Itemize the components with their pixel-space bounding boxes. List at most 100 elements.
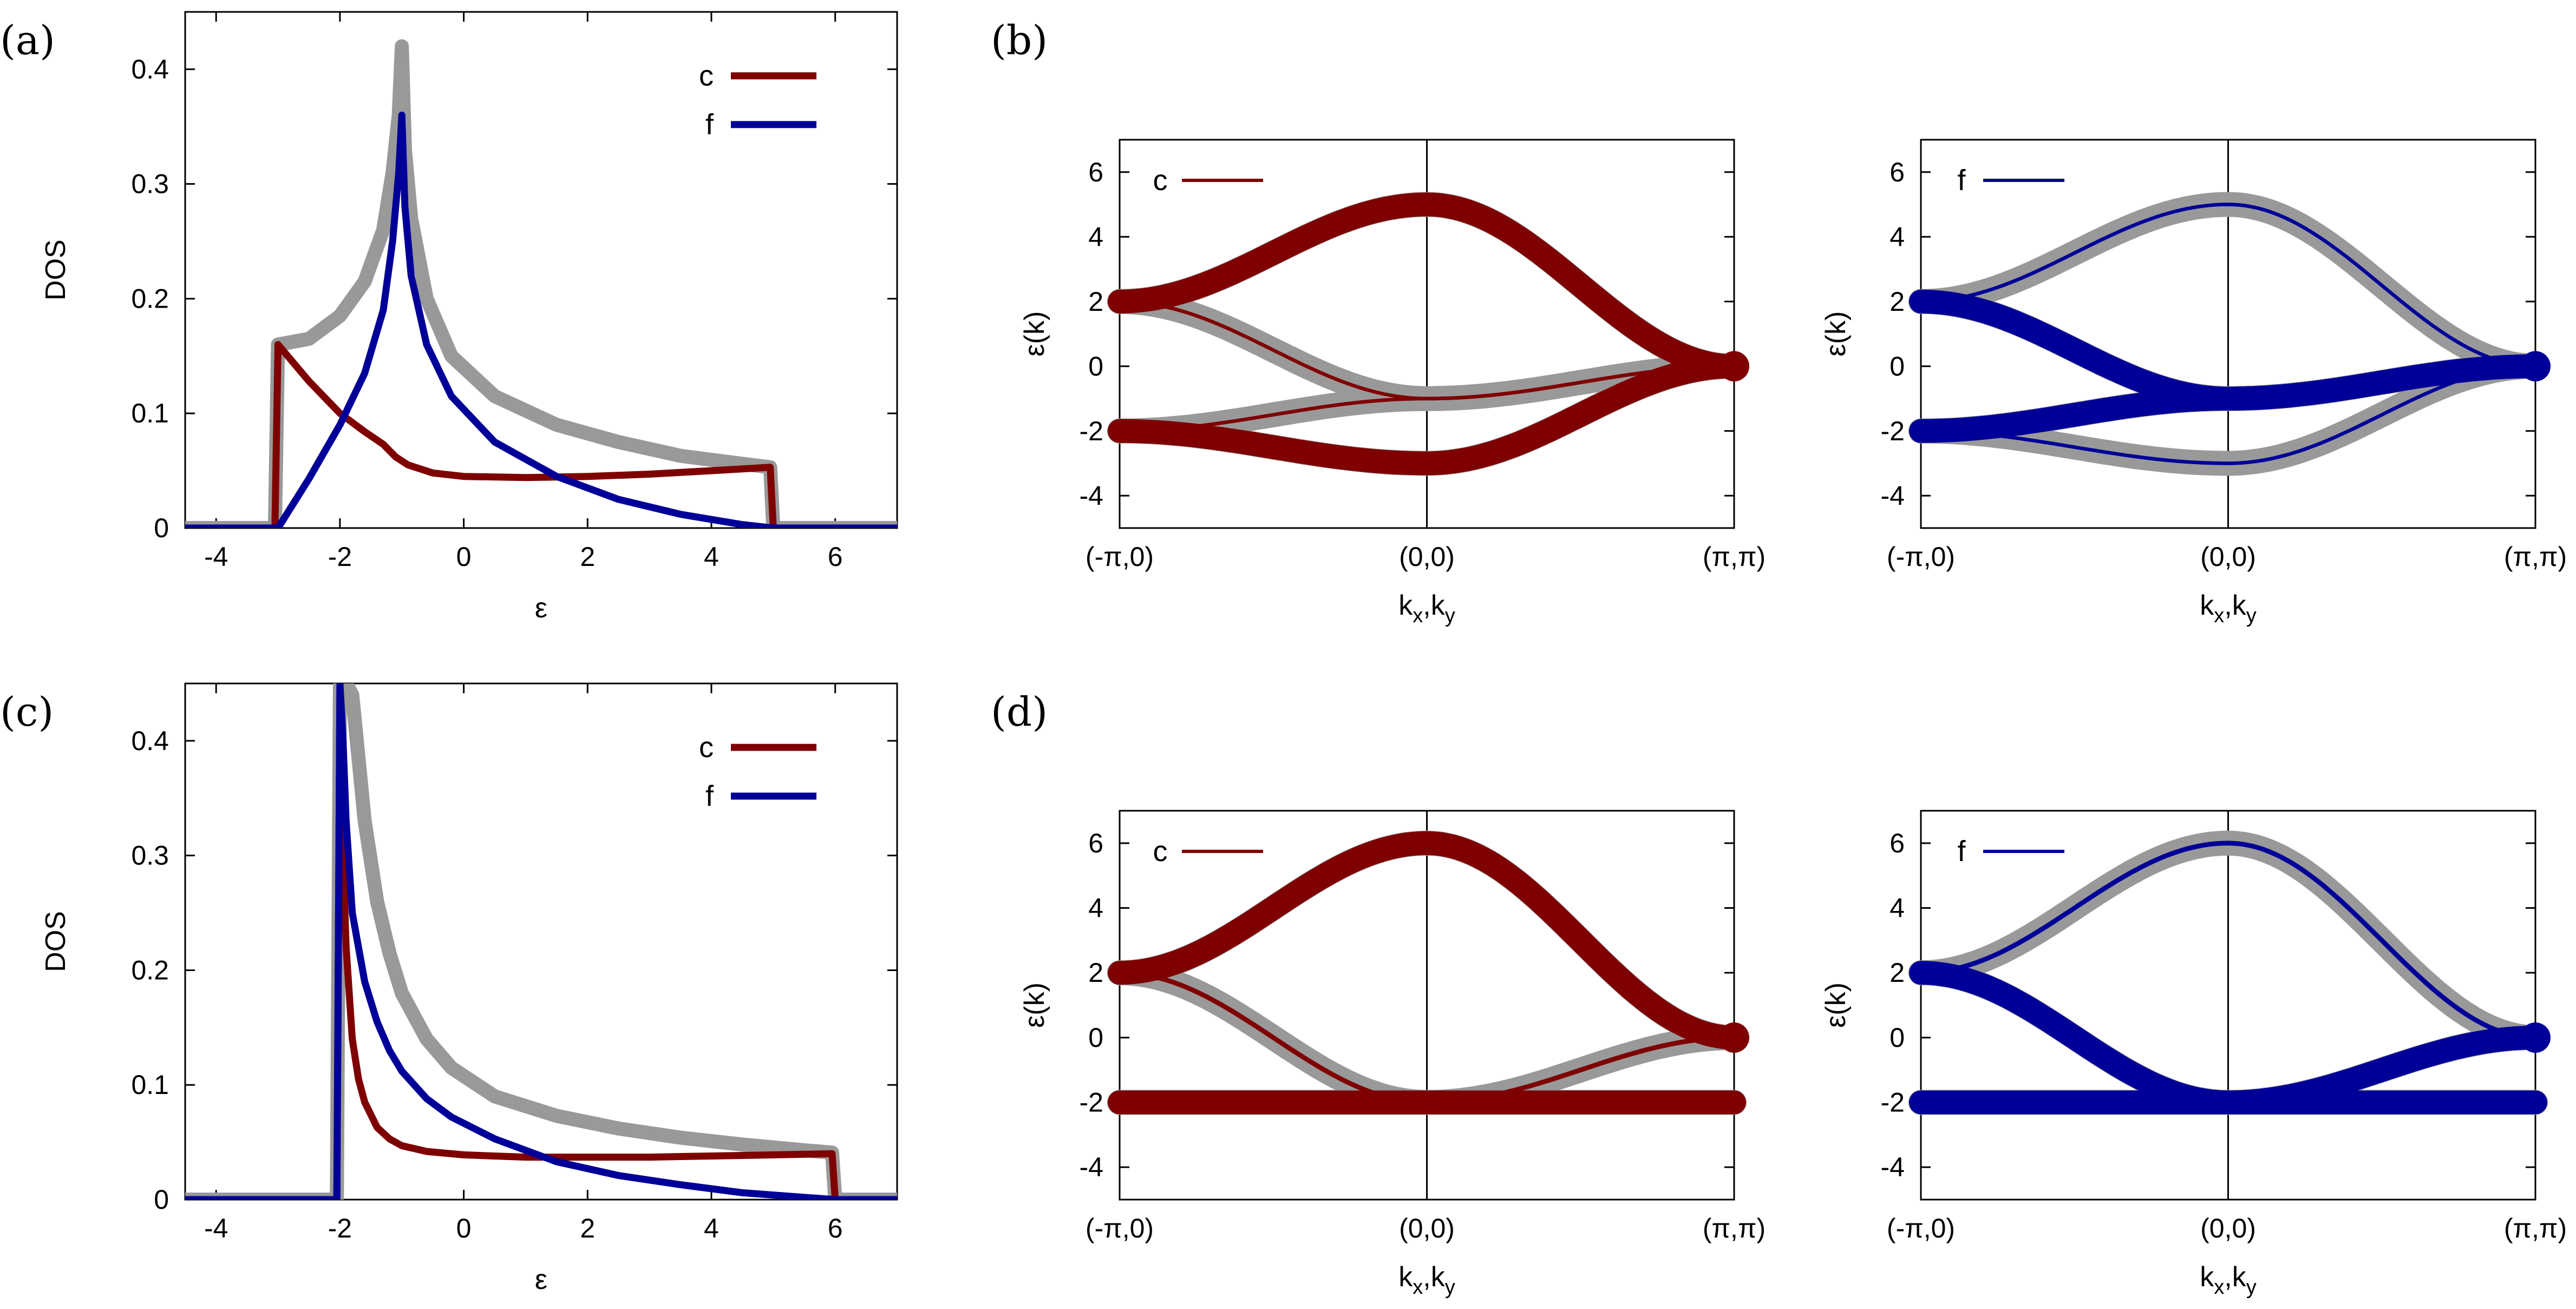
panel-label: (d) xyxy=(991,689,1048,735)
y-tick-label: 4 xyxy=(1088,893,1103,923)
band-f-top xyxy=(1919,203,2538,368)
y-tick-label: 0 xyxy=(1889,1023,1905,1053)
y-tick-label: 0 xyxy=(154,1184,169,1215)
x-tick-label: (0,0) xyxy=(1399,542,1455,572)
plot-frame xyxy=(184,11,898,529)
x-tick-label: (-π,0) xyxy=(1887,1213,1955,1243)
x-axis-label: ε xyxy=(535,1264,547,1295)
x-tick-label: (-π,0) xyxy=(1086,1213,1154,1243)
y-tick-label: -4 xyxy=(1881,480,1905,511)
x-tick-label: (π,π) xyxy=(2504,1213,2567,1243)
x-tick-label: (-π,0) xyxy=(1086,542,1154,572)
x-tick-label: -2 xyxy=(328,542,352,572)
band-endpoint-dot xyxy=(1719,351,1749,382)
y-tick-label: 6 xyxy=(1088,828,1103,858)
y-axis-label: DOS xyxy=(40,911,71,972)
band-c-top xyxy=(1108,831,1746,1050)
panel-label: (c) xyxy=(0,689,54,735)
y-tick-label: 2 xyxy=(1889,286,1905,317)
x-tick-label: 0 xyxy=(456,1213,472,1243)
y-tick-label: 0.3 xyxy=(131,169,169,199)
x-tick-label: (0,0) xyxy=(1399,1213,1455,1243)
legend-label-c: c xyxy=(1153,164,1168,197)
y-tick-label: 0.2 xyxy=(131,283,169,314)
y-tick-label: -2 xyxy=(1881,1087,1905,1118)
y-axis-label: DOS xyxy=(40,239,71,301)
panel-b-f xyxy=(1908,139,2551,529)
y-tick-label: 0.4 xyxy=(131,54,169,84)
x-axis-label: kx,ky xyxy=(2200,1261,2256,1299)
series-line-total xyxy=(185,39,897,528)
band-f-bottom xyxy=(1919,364,2538,465)
x-tick-label: (π,π) xyxy=(2504,542,2567,572)
y-tick-label: 0.1 xyxy=(131,398,169,428)
panel-label: (b) xyxy=(991,17,1048,64)
band-f-top xyxy=(1918,841,2538,1040)
panel-b-c xyxy=(1107,139,1749,529)
x-tick-label: (π,π) xyxy=(1703,1213,1766,1243)
series-line-c xyxy=(185,341,897,528)
band-c-top xyxy=(1108,192,1746,379)
panel-c xyxy=(184,682,898,1201)
legend-label-f: f xyxy=(705,108,714,141)
y-tick-label: 0.1 xyxy=(131,1070,169,1100)
x-tick-label: -2 xyxy=(328,1213,352,1243)
y-tick-label: 4 xyxy=(1889,222,1905,252)
legend-label-f: f xyxy=(1957,164,1966,197)
x-tick-label: (π,π) xyxy=(1703,542,1766,572)
band-c-low xyxy=(1117,364,1736,433)
band-endpoint-dot xyxy=(2520,351,2551,382)
legend-label-c: c xyxy=(699,731,714,764)
y-tick-label: -2 xyxy=(1080,1087,1103,1118)
series-line-c xyxy=(185,683,897,1200)
band-endpoint-dot xyxy=(2520,1022,2551,1053)
y-tick-label: 2 xyxy=(1088,958,1103,988)
x-axis-label: kx,ky xyxy=(1398,590,1455,627)
y-tick-label: 0 xyxy=(1088,351,1103,381)
y-tick-label: 0 xyxy=(154,513,169,543)
x-axis-label: ε xyxy=(535,592,547,624)
plot-frame xyxy=(184,682,898,1201)
legend-label-c: c xyxy=(699,60,714,92)
y-tick-label: 4 xyxy=(1889,893,1905,923)
y-tick-label: -4 xyxy=(1080,480,1103,511)
y-tick-label: 0.2 xyxy=(131,955,169,985)
legend-label-c: c xyxy=(1153,835,1168,868)
y-axis-label: ε(k) xyxy=(1820,982,1852,1028)
y-tick-label: -4 xyxy=(1080,1152,1103,1182)
y-tick-label: 6 xyxy=(1889,828,1905,858)
y-tick-label: 6 xyxy=(1088,157,1103,187)
panel-d-f xyxy=(1908,810,2551,1201)
x-tick-label: 6 xyxy=(828,542,843,572)
band-f-low xyxy=(1909,354,2547,443)
x-tick-label: 0 xyxy=(456,542,472,572)
panel-d-c xyxy=(1107,810,1749,1201)
y-tick-label: -4 xyxy=(1881,1152,1905,1182)
legend-label-f: f xyxy=(705,780,714,812)
x-tick-label: 4 xyxy=(704,1213,719,1243)
y-axis-label: ε(k) xyxy=(1019,311,1050,357)
x-tick-label: (0,0) xyxy=(2200,542,2256,572)
x-tick-label: 2 xyxy=(580,1213,595,1243)
series-line-total xyxy=(185,683,897,1200)
x-tick-label: (0,0) xyxy=(2200,1213,2256,1243)
band-c-bottom xyxy=(1108,354,1746,476)
y-tick-label: 2 xyxy=(1088,286,1103,317)
y-tick-label: -2 xyxy=(1881,416,1905,446)
y-tick-label: 0 xyxy=(1889,351,1905,381)
x-axis-label: kx,ky xyxy=(2200,590,2256,627)
band-endpoint-dot xyxy=(1719,1022,1749,1053)
x-axis-label: kx,ky xyxy=(1398,1261,1455,1299)
x-tick-label: 2 xyxy=(580,542,595,572)
panel-a xyxy=(184,11,898,529)
y-tick-label: -2 xyxy=(1080,416,1103,446)
y-axis-label: ε(k) xyxy=(1820,311,1852,357)
x-tick-label: 6 xyxy=(828,1213,843,1243)
series-line-f xyxy=(185,112,897,528)
series-line-f xyxy=(185,683,897,1200)
y-tick-label: 4 xyxy=(1088,222,1103,252)
x-tick-label: 4 xyxy=(704,542,719,572)
y-axis-label: ε(k) xyxy=(1019,982,1050,1028)
x-tick-label: -4 xyxy=(204,1213,228,1243)
